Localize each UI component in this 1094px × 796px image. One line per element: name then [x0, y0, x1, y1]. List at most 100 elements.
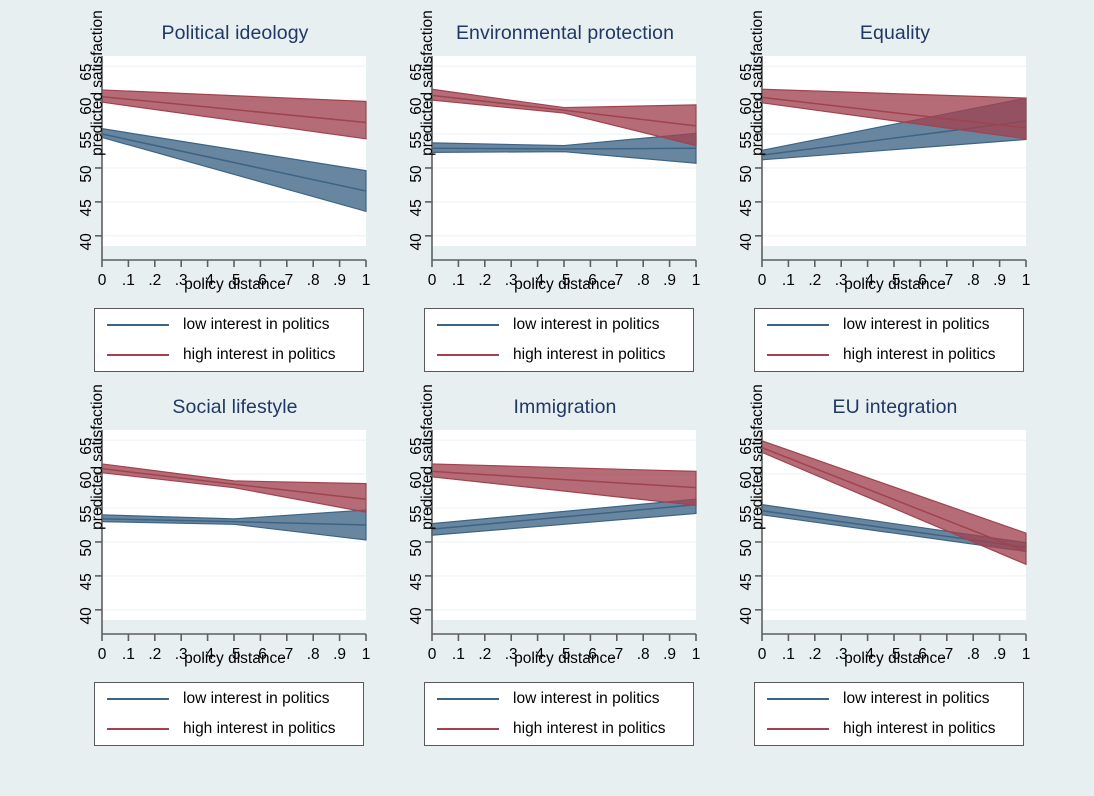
svg-text:.8: .8: [967, 646, 980, 663]
legend-item[interactable]: high interest in politics: [755, 713, 1025, 745]
svg-text:60: 60: [738, 471, 755, 489]
legend-line-icon: [767, 728, 829, 730]
legend: low interest in politics high interest in…: [94, 682, 364, 746]
svg-text:.6: .6: [584, 272, 597, 289]
svg-text:.6: .6: [584, 646, 597, 663]
svg-text:.5: .5: [888, 646, 901, 663]
legend-item-label: high interest in politics: [183, 346, 336, 363]
plot-area: 40 45 50 55 60 65 0 .1 .2 .3 .4 .5 .6 .7 .8 .9 1: [730, 50, 1060, 289]
svg-text:55: 55: [408, 131, 425, 148]
svg-text:1: 1: [362, 646, 371, 663]
svg-text:.8: .8: [637, 272, 650, 289]
svg-text:.4: .4: [861, 272, 874, 289]
legend-item[interactable]: high interest in politics: [425, 339, 695, 371]
chart-panel: Social lifestyle 40 45 50 55 60 65 0 .1 .2 .3 .4 .5.…: [70, 384, 400, 762]
svg-text:.9: .9: [663, 646, 676, 663]
svg-text:.2: .2: [148, 272, 161, 289]
legend-line-icon: [767, 354, 829, 356]
svg-text:.2: .2: [808, 646, 821, 663]
svg-text:.4: .4: [531, 646, 544, 663]
legend-item-label: low interest in politics: [183, 690, 330, 707]
legend-item[interactable]: high interest in politics: [95, 713, 365, 745]
svg-text:.7: .7: [940, 272, 953, 289]
legend-item[interactable]: high interest in politics: [95, 339, 365, 371]
legend-item[interactable]: low interest in politics: [755, 309, 1025, 341]
svg-text:50: 50: [408, 539, 425, 557]
svg-text:.7: .7: [280, 646, 293, 663]
svg-text:1: 1: [362, 272, 371, 289]
svg-text:.8: .8: [637, 646, 650, 663]
svg-text:60: 60: [78, 471, 95, 489]
legend-line-icon: [437, 698, 499, 700]
panel-title: Social lifestyle: [172, 396, 298, 418]
legend-line-icon: [437, 324, 499, 326]
svg-text:50: 50: [738, 539, 755, 557]
legend: low interest in politics high interest in…: [424, 682, 694, 746]
svg-text:.8: .8: [307, 646, 320, 663]
svg-text:.8: .8: [307, 272, 320, 289]
legend-item[interactable]: low interest in politics: [95, 683, 365, 715]
legend: low interest in politics high interest in…: [94, 308, 364, 372]
svg-text:.7: .7: [610, 646, 623, 663]
svg-text:0: 0: [758, 646, 767, 663]
legend-item[interactable]: high interest in politics: [425, 713, 695, 745]
chart-panel: Political ideology 40 45 50 55 60 65 0 .1 .2 .3 .4.…: [70, 10, 400, 388]
legend-item-label: low interest in politics: [513, 690, 660, 707]
legend-line-icon: [437, 354, 499, 356]
legend-item[interactable]: high interest in politics: [755, 339, 1025, 371]
legend-line-icon: [107, 728, 169, 730]
legend-item-label: low interest in politics: [843, 316, 990, 333]
legend-line-icon: [107, 354, 169, 356]
legend-line-icon: [107, 698, 169, 700]
panel-title: Equality: [859, 22, 931, 44]
legend-item[interactable]: low interest in politics: [95, 309, 365, 341]
y-axis-label: predicted satisfaction: [419, 384, 436, 530]
legend-item-label: high interest in politics: [513, 720, 666, 737]
legend-item[interactable]: low interest in politics: [755, 683, 1025, 715]
x-axis-label: policy distance: [844, 276, 946, 293]
svg-text:.3: .3: [505, 272, 518, 289]
svg-text:45: 45: [408, 573, 425, 590]
svg-text:.9: .9: [993, 646, 1006, 663]
svg-text:.5: .5: [228, 646, 241, 663]
svg-text:40: 40: [738, 233, 755, 251]
plot-area: 40 45 50 55 60 65 0 .1 .2 .3 .4 .5 .6 .7 .8 .9 1: [400, 424, 730, 663]
legend-item[interactable]: low interest in politics: [425, 309, 695, 341]
svg-text:.1: .1: [782, 272, 795, 289]
svg-text:0: 0: [98, 646, 107, 663]
legend-line-icon: [767, 324, 829, 326]
chart-panel: Immigration 40 45 50 55 60 65 0 .1 .2 .3 .4 .5 .6 .7 .8…: [400, 384, 730, 762]
svg-text:45: 45: [738, 573, 755, 590]
svg-text:.6: .6: [914, 272, 927, 289]
svg-text:55: 55: [738, 131, 755, 148]
svg-text:.3: .3: [835, 646, 848, 663]
svg-text:.7: .7: [610, 272, 623, 289]
svg-text:.5: .5: [228, 272, 241, 289]
x-axis-label: policy distance: [184, 650, 286, 667]
svg-text:45: 45: [78, 573, 95, 590]
svg-text:50: 50: [738, 165, 755, 183]
svg-text:65: 65: [78, 438, 95, 455]
svg-text:.3: .3: [175, 272, 188, 289]
svg-text:45: 45: [78, 199, 95, 216]
svg-text:1: 1: [692, 272, 701, 289]
plot-area: 40 45 50 55 60 65 0 .1 .2 .3 .4 .5 .6 .7 .8 .9 1: [70, 50, 400, 289]
svg-text:.5: .5: [888, 272, 901, 289]
svg-text:.9: .9: [663, 272, 676, 289]
svg-text:0: 0: [758, 272, 767, 289]
legend-item[interactable]: low interest in politics: [425, 683, 695, 715]
svg-text:55: 55: [408, 505, 425, 522]
svg-text:40: 40: [738, 607, 755, 625]
svg-text:65: 65: [78, 64, 95, 81]
svg-text:.3: .3: [835, 272, 848, 289]
legend-line-icon: [437, 728, 499, 730]
svg-text:.2: .2: [478, 272, 491, 289]
svg-text:55: 55: [738, 505, 755, 522]
svg-text:55: 55: [78, 131, 95, 148]
chart-panel: Environmental protection 40 45 50 55 60 65 0 .1.…: [400, 10, 730, 388]
x-axis-label: policy distance: [514, 650, 616, 667]
svg-text:65: 65: [738, 438, 755, 455]
legend-item-label: high interest in politics: [843, 720, 996, 737]
svg-text:.4: .4: [861, 646, 874, 663]
